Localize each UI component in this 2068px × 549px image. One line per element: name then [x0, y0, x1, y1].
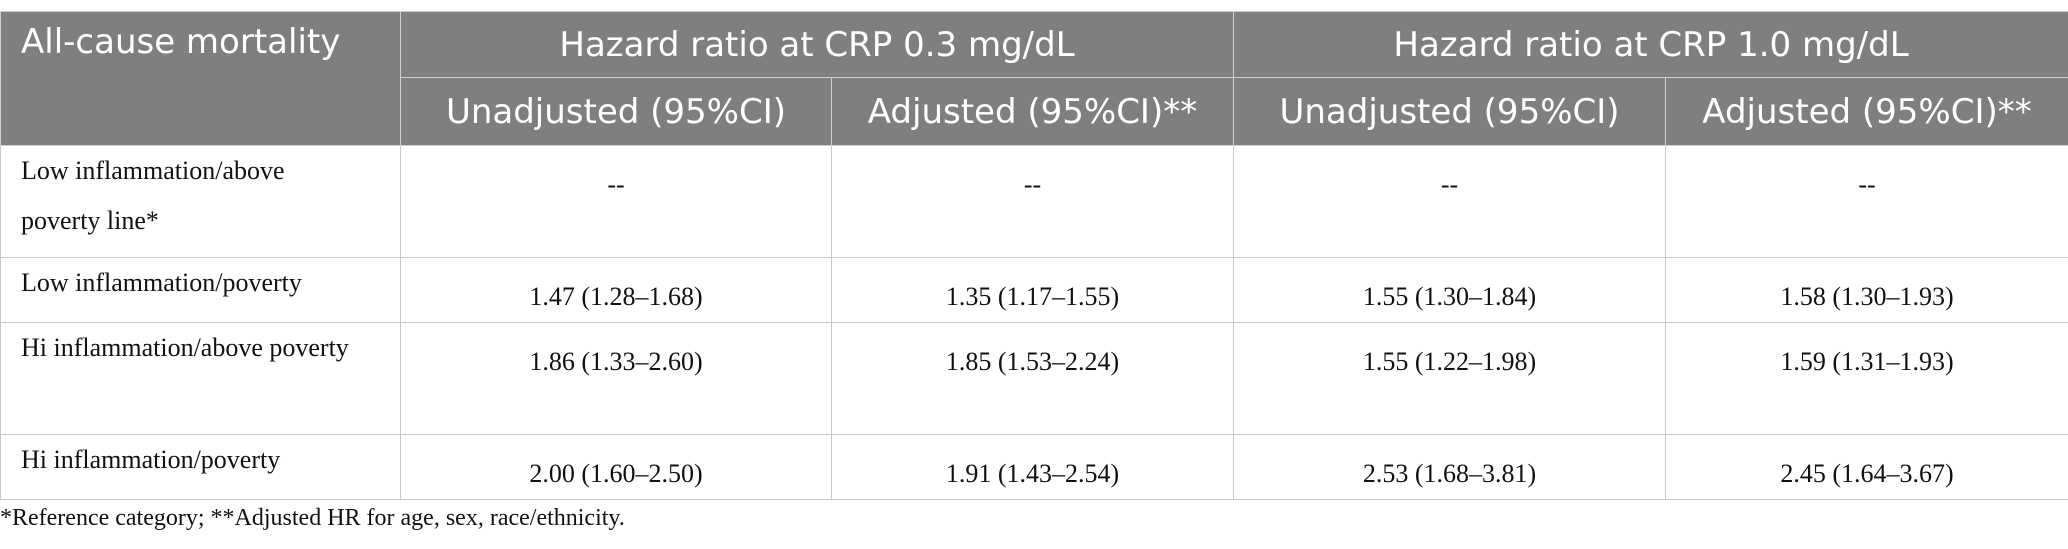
cell: 1.55 (1.30–1.84)	[1233, 257, 1667, 323]
sub-header: Adjusted (95%CI)**	[1665, 77, 2068, 146]
cell: --	[1665, 145, 2068, 258]
row-label: Low inflammation/poverty	[0, 257, 401, 323]
row-label: Low inflammation/above poverty line*	[0, 145, 401, 258]
sub-header: Unadjusted (95%CI)	[1233, 77, 1667, 146]
cell: 1.86 (1.33–2.60)	[400, 322, 832, 435]
cell: 1.59 (1.31–1.93)	[1665, 322, 2068, 435]
sub-header: Adjusted (95%CI)**	[830, 77, 1235, 146]
table-row: Low inflammation/poverty 1.47 (1.28–1.68)…	[0, 257, 2068, 323]
row-label: Hi inflammation/above poverty	[0, 322, 401, 435]
group-header: Hazard ratio at CRP 1.0 mg/dL	[1233, 11, 2068, 78]
cell: --	[400, 145, 832, 258]
group-header: Hazard ratio at CRP 0.3 mg/dL	[399, 11, 1235, 78]
table: All-cause mortality Hazard ratio at CRP …	[0, 11, 2068, 500]
cell: --	[830, 145, 1235, 258]
cell: 1.47 (1.28–1.68)	[400, 257, 832, 323]
table-row: Hi inflammation/poverty 2.00 (1.60–2.50) 1…	[0, 434, 2068, 500]
table-row: Hi inflammation/above poverty 1.86 (1.33–…	[0, 322, 2068, 435]
table-row: Low inflammation/above poverty line* -- --…	[0, 145, 2068, 258]
footnote: *Reference category; **Adjusted HR for a…	[0, 505, 625, 531]
cell: 2.00 (1.60–2.50)	[400, 434, 832, 500]
table-body: Low inflammation/above poverty line* -- --…	[0, 145, 2068, 500]
cell: 1.85 (1.53–2.24)	[830, 322, 1235, 435]
cell: 1.55 (1.22–1.98)	[1233, 322, 1667, 435]
row-label: Hi inflammation/poverty	[0, 434, 401, 500]
cell: 1.35 (1.17–1.55)	[830, 257, 1235, 323]
cell: 2.53 (1.68–3.81)	[1233, 434, 1667, 500]
sub-header: Unadjusted (95%CI)	[400, 77, 832, 146]
cell: 1.91 (1.43–2.54)	[830, 434, 1235, 500]
cell: 2.45 (1.64–3.67)	[1665, 434, 2068, 500]
cell: --	[1233, 145, 1667, 258]
cell: 1.58 (1.30–1.93)	[1665, 257, 2068, 323]
corner-header: All-cause mortality	[0, 11, 401, 146]
